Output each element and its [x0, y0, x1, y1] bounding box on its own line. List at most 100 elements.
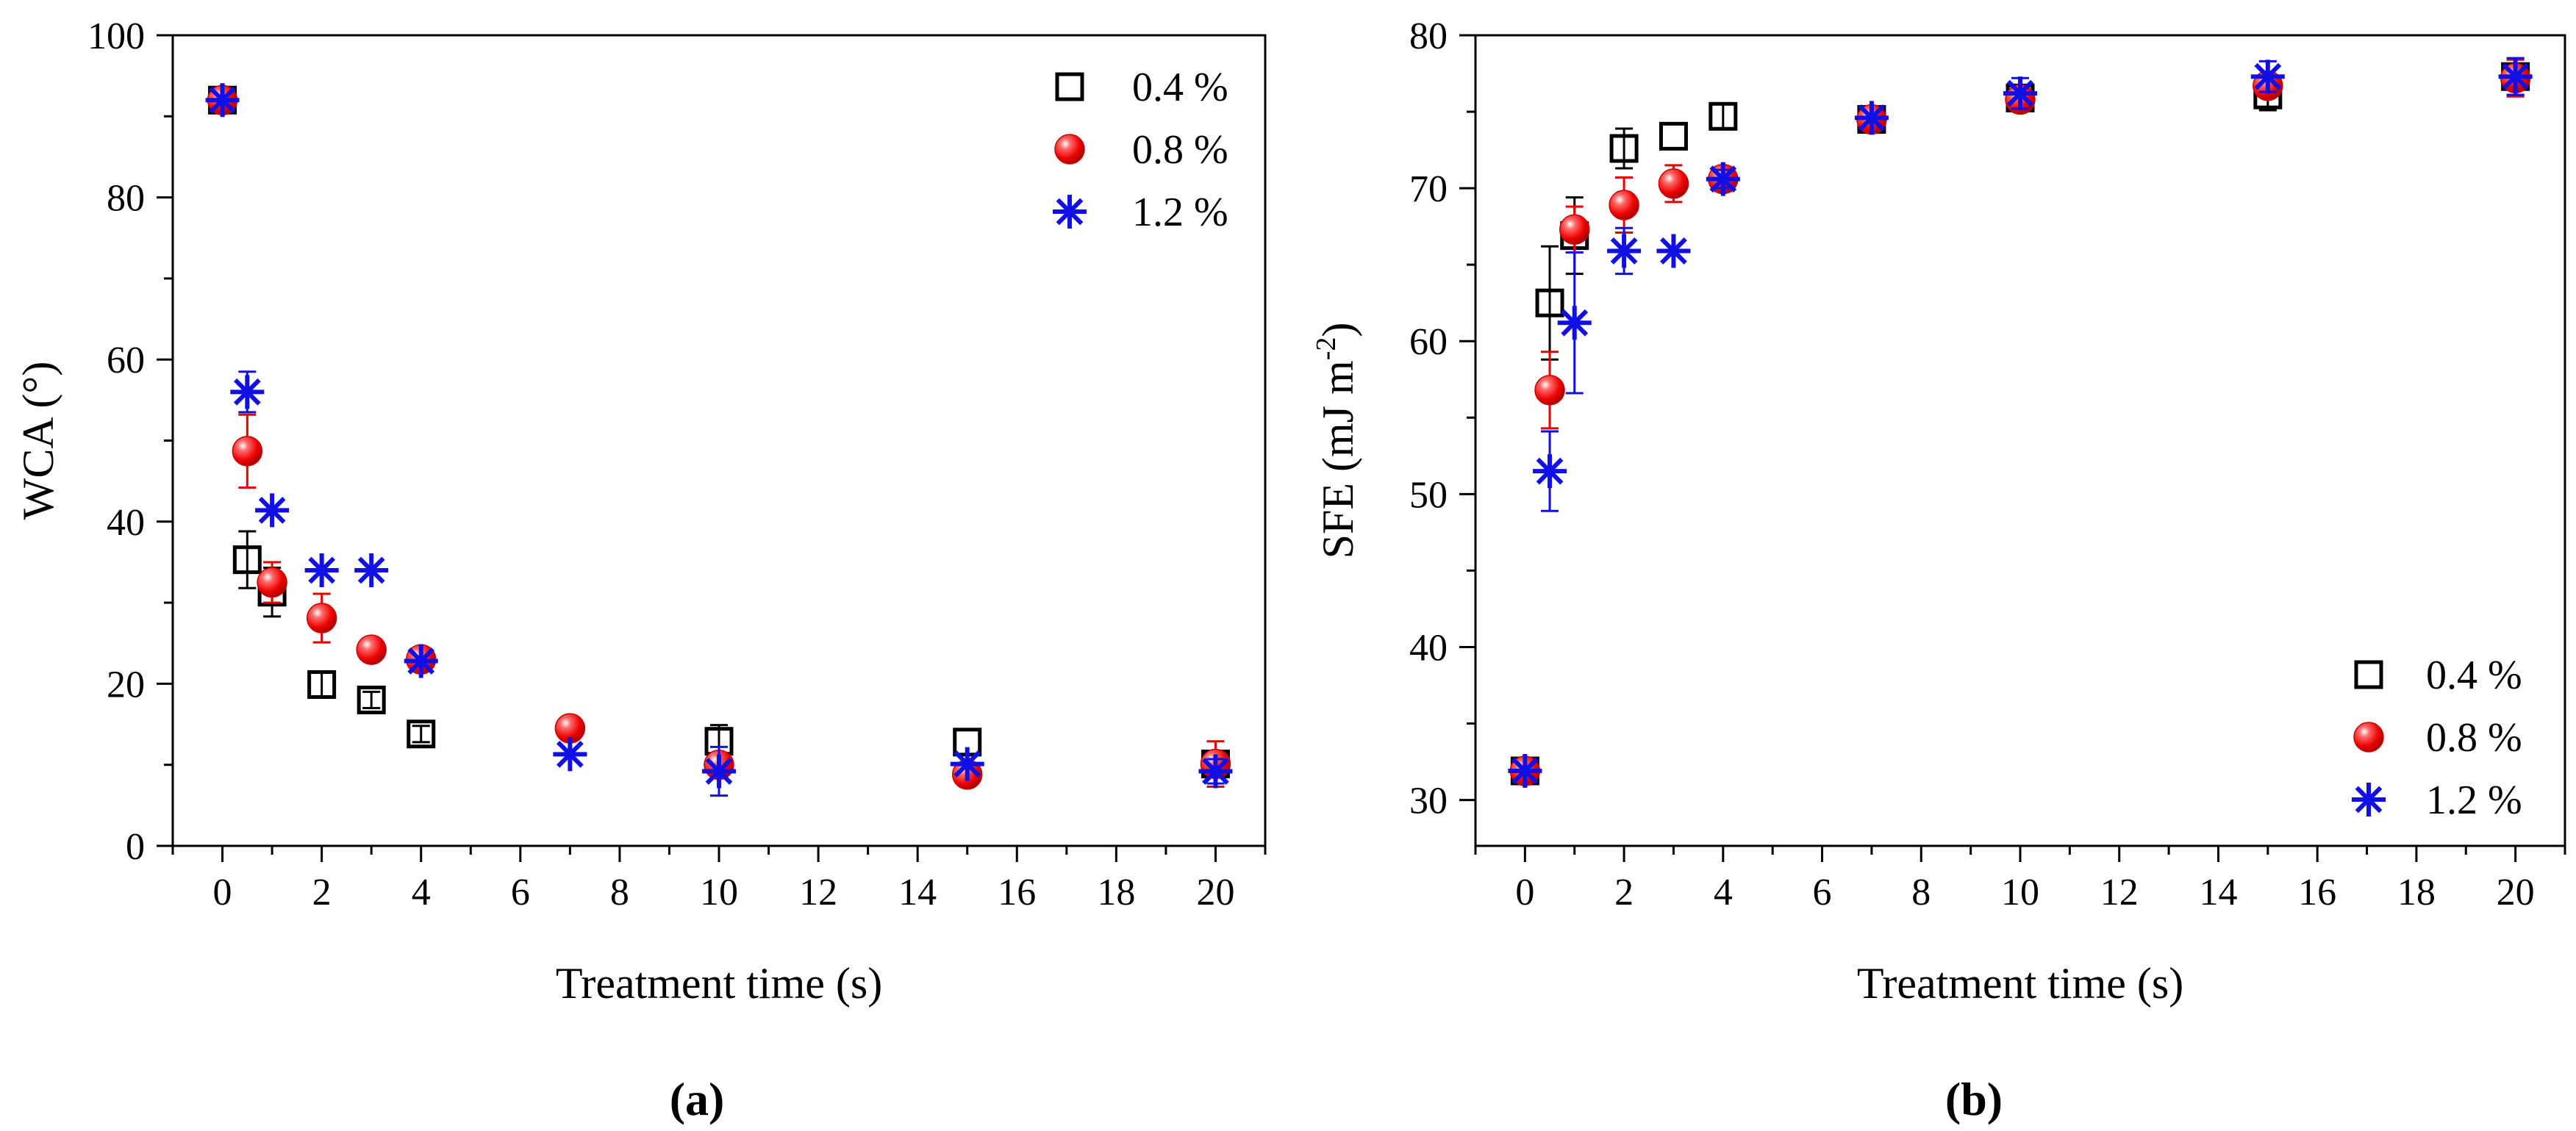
x-tick-label: 4 — [412, 872, 431, 913]
data-point — [1609, 190, 1639, 220]
data-point — [356, 634, 387, 665]
x-tick-label: 12 — [2100, 872, 2139, 913]
legend-marker — [1055, 72, 1084, 101]
x-tick-label: 14 — [2199, 872, 2237, 913]
data-point — [205, 83, 240, 118]
y-tick-label: 40 — [107, 502, 145, 544]
data-point — [255, 493, 290, 528]
y-tick-label: 60 — [1409, 321, 1448, 363]
x-tick-label: 0 — [213, 872, 232, 913]
legend-label: 0.8 % — [1132, 127, 1228, 173]
y-tick-label: 100 — [87, 15, 145, 57]
error-bar — [238, 530, 257, 589]
x-tick-label: 18 — [1097, 872, 1135, 913]
data-point — [407, 719, 436, 749]
x-tick-label: 0 — [1515, 872, 1534, 913]
x-tick-label: 10 — [2001, 872, 2039, 913]
error-bar — [1541, 245, 1559, 361]
legend-label: 1.2 % — [2426, 778, 2522, 823]
series-08 — [1509, 58, 2531, 786]
data-point — [1508, 754, 1542, 789]
error-bar — [362, 690, 381, 709]
x-tick-label: 16 — [998, 872, 1036, 913]
x-axis-title: Treatment time (s) — [1857, 959, 2183, 1008]
series-08 — [207, 85, 1231, 790]
plot-frame — [1474, 34, 2566, 847]
data-point — [1198, 754, 1233, 789]
x-tick-label: 8 — [1911, 872, 1931, 913]
error-bar — [412, 725, 430, 744]
data-point — [1559, 214, 1590, 245]
y-axis-title: WCA (°) — [14, 362, 62, 520]
legend-marker — [1053, 195, 1087, 229]
x-tick-label: 12 — [799, 872, 837, 913]
data-point — [2250, 60, 2285, 94]
x-tick-label: 16 — [2298, 872, 2336, 913]
legend-label: 1.2 % — [1132, 190, 1228, 235]
error-bar — [1714, 103, 1732, 130]
y-tick-label: 40 — [1409, 627, 1448, 669]
x-tick-label: 2 — [1614, 872, 1634, 913]
y-tick-label: 0 — [126, 826, 145, 868]
x-tick-label: 6 — [511, 872, 530, 913]
data-point — [553, 737, 587, 772]
data-point — [230, 375, 265, 409]
legend-label: 0.8 % — [2426, 715, 2522, 761]
x-tick-label: 6 — [1813, 872, 1832, 913]
data-point — [1658, 168, 1689, 199]
data-point — [2498, 60, 2533, 94]
data-point — [307, 670, 337, 700]
data-point — [304, 553, 339, 587]
y-tick-label: 80 — [107, 178, 145, 220]
x-tick-label: 14 — [898, 872, 937, 913]
panel-label: (a) — [670, 1073, 725, 1125]
y-tick-label: 70 — [1409, 168, 1448, 210]
error-bar — [312, 671, 331, 698]
legend-label: 0.4 % — [2426, 653, 2522, 698]
series-12 — [1508, 57, 2533, 789]
x-tick-label: 20 — [1196, 872, 1234, 913]
y-tick-label: 20 — [107, 664, 145, 705]
chart-wca: 0 2 4 6 8 10 12 14 16 18 20 0 20 40 60 80 100 Treatment t… — [14, 15, 1267, 1125]
y-tick-label: 50 — [1409, 474, 1448, 516]
data-point — [306, 603, 337, 633]
data-point — [232, 545, 262, 575]
y-axis-title: SFE (mJ m-2) — [1311, 323, 1362, 559]
x-tick-label: 8 — [610, 872, 629, 913]
x-tick-label: 4 — [1714, 872, 1733, 913]
data-point — [1535, 288, 1564, 317]
legend: 0.4 % 0.8 % 1.2 % — [1053, 65, 1228, 235]
data-point — [404, 644, 438, 678]
data-point — [357, 685, 386, 714]
data-point — [950, 747, 984, 781]
data-point — [1709, 101, 1738, 131]
data-point — [702, 754, 736, 789]
chart-sfe: 0 2 4 6 8 10 12 14 16 18 20 30 40 50 60 70 80 Treatment t… — [1311, 15, 2566, 1125]
y-tick-label: 60 — [107, 340, 145, 381]
data-point — [1854, 101, 1889, 135]
data-point — [1706, 162, 1740, 196]
data-point — [257, 567, 287, 598]
data-point — [1609, 134, 1639, 163]
series-04 — [1510, 57, 2530, 786]
data-point — [1607, 234, 1642, 268]
y-tick-label: 30 — [1409, 780, 1448, 822]
legend-marker — [2354, 660, 2383, 689]
x-tick-label: 2 — [312, 872, 332, 913]
legend-marker — [2352, 783, 2386, 816]
x-tick-label: 20 — [2497, 872, 2535, 913]
series-04 — [208, 85, 1230, 779]
panel-label: (b) — [1945, 1073, 2003, 1125]
data-point — [354, 553, 389, 587]
legend: 0.4 % 0.8 % 1.2 % — [2352, 653, 2522, 823]
data-point — [1656, 234, 1691, 268]
x-axis-title: Treatment time (s) — [556, 959, 882, 1008]
data-point — [1557, 306, 1592, 340]
series-12 — [205, 83, 1233, 797]
data-point — [1659, 121, 1688, 151]
data-point — [232, 436, 263, 467]
legend-label: 0.4 % — [1132, 65, 1228, 110]
x-tick-label: 10 — [700, 872, 738, 913]
data-point — [1533, 454, 1567, 489]
